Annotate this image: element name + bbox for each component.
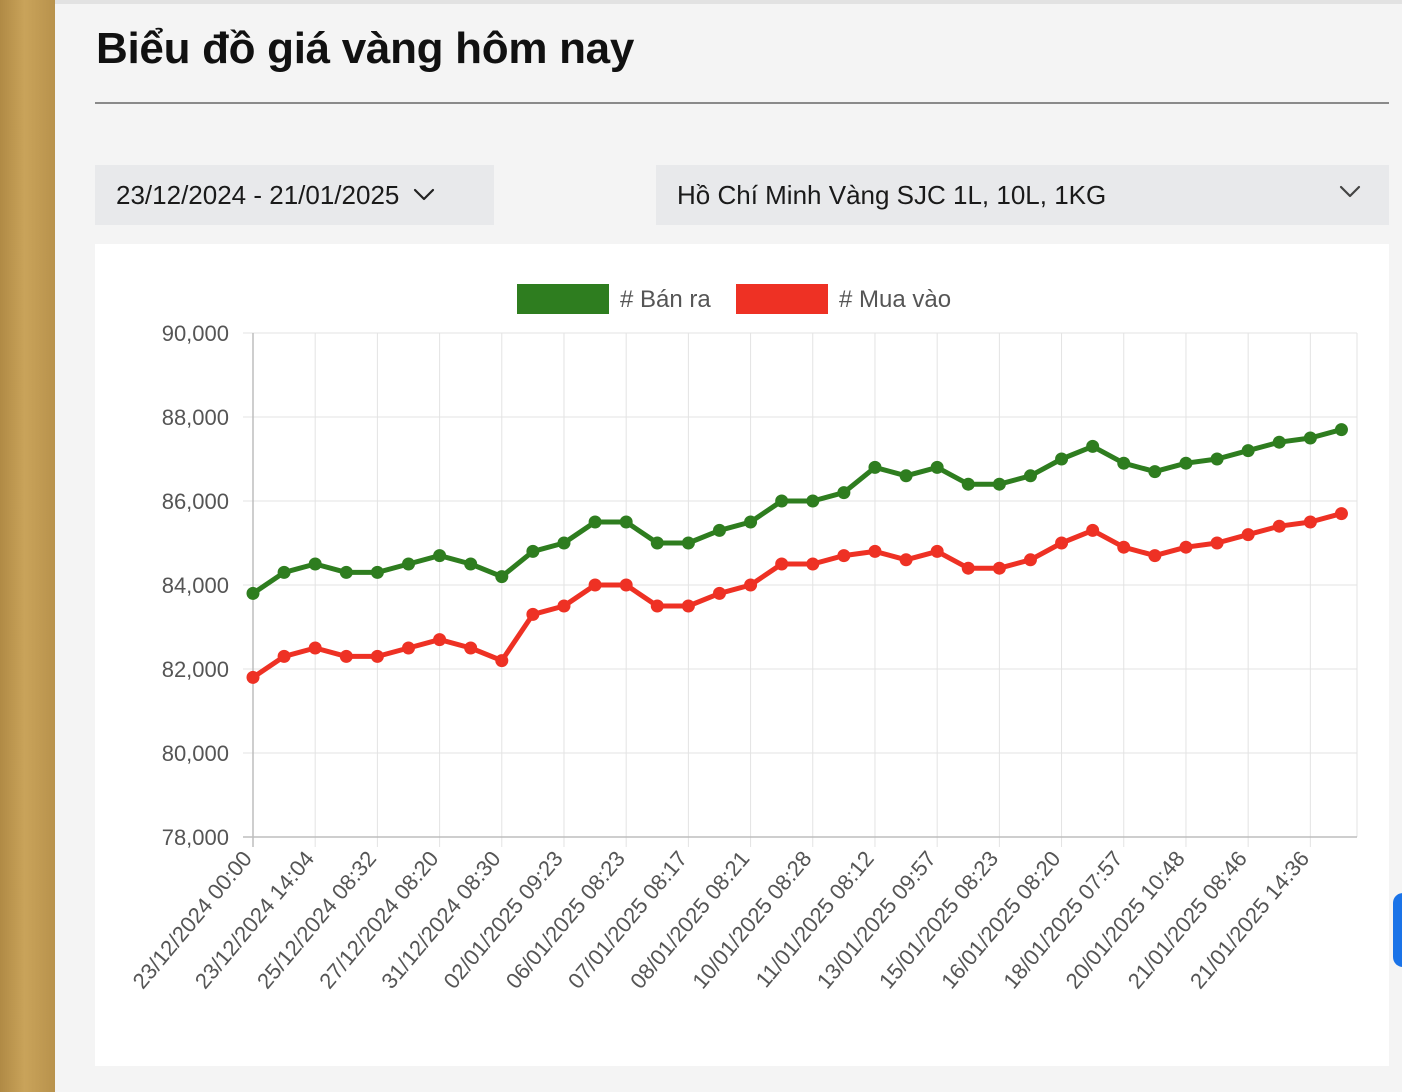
data-point-buy <box>401 641 415 655</box>
data-point-sell <box>1303 431 1317 445</box>
x-tick-label: 21/01/2025 14:36 <box>1185 846 1314 993</box>
data-point-buy <box>650 599 664 613</box>
date-range-dropdown[interactable]: 23/12/2024 - 21/01/2025 <box>95 165 494 225</box>
data-point-buy <box>526 607 540 621</box>
data-point-buy <box>1148 549 1162 563</box>
data-point-buy <box>899 553 913 567</box>
location-product-dropdown[interactable]: Hồ Chí Minh Vàng SJC 1L, 10L, 1KG <box>656 165 1389 225</box>
data-point-buy <box>339 649 353 663</box>
data-point-sell <box>775 494 789 508</box>
data-point-buy <box>1055 536 1069 550</box>
y-tick-label: 80,000 <box>162 741 229 766</box>
data-point-buy <box>370 649 384 663</box>
data-point-sell <box>370 565 384 579</box>
data-point-sell <box>650 536 664 550</box>
data-point-sell <box>401 557 415 571</box>
data-point-sell <box>961 477 975 491</box>
y-tick-label: 84,000 <box>162 573 229 598</box>
data-point-buy <box>712 586 726 600</box>
data-point-buy <box>1086 523 1100 537</box>
data-point-sell <box>1055 452 1069 466</box>
data-point-buy <box>588 578 602 592</box>
data-point-sell <box>339 565 353 579</box>
top-divider <box>55 0 1402 4</box>
data-point-sell <box>837 486 851 500</box>
data-point-buy <box>744 578 758 592</box>
data-point-buy <box>1210 536 1224 550</box>
data-point-buy <box>775 557 789 571</box>
title-divider <box>95 102 1389 104</box>
data-point-sell <box>806 494 820 508</box>
data-point-sell <box>930 460 944 474</box>
legend-swatch-buy <box>736 284 828 314</box>
data-point-sell <box>1179 456 1193 470</box>
data-point-buy <box>681 599 695 613</box>
price-chart-card: 90,000 88,000 86,000 84,000 82,000 80,000 78,0… <box>95 244 1389 1066</box>
data-point-buy <box>308 641 322 655</box>
data-point-sell <box>495 570 509 584</box>
data-point-buy <box>1334 507 1348 521</box>
y-tick-label: 78,000 <box>162 825 229 850</box>
decorative-gold-strip <box>0 0 55 1092</box>
chevron-down-icon <box>1339 185 1361 199</box>
data-point-buy <box>619 578 633 592</box>
y-tick-label: 88,000 <box>162 405 229 430</box>
data-point-buy <box>557 599 571 613</box>
data-point-buy <box>1303 515 1317 529</box>
data-point-sell <box>1023 469 1037 483</box>
location-product-value: Hồ Chí Minh Vàng SJC 1L, 10L, 1KG <box>677 179 1107 210</box>
data-point-sell <box>1117 456 1131 470</box>
legend-label-sell: # Bán ra <box>620 286 711 313</box>
floating-side-button[interactable] <box>1393 893 1402 967</box>
data-point-sell <box>1148 465 1162 479</box>
data-point-buy <box>930 544 944 558</box>
data-point-buy <box>433 633 447 647</box>
data-point-buy <box>992 561 1006 575</box>
data-point-buy <box>464 641 478 655</box>
page-title: Biểu đồ giá vàng hôm nay <box>96 24 634 73</box>
data-point-sell <box>899 469 913 483</box>
data-point-buy <box>837 549 851 563</box>
data-point-sell <box>246 586 260 600</box>
data-point-sell <box>588 515 602 529</box>
data-point-sell <box>681 536 695 550</box>
y-tick-label: 82,000 <box>162 657 229 682</box>
date-range-value: 23/12/2024 - 21/01/2025 <box>116 179 400 210</box>
data-point-buy <box>961 561 975 575</box>
data-point-sell <box>744 515 758 529</box>
y-tick-label: 86,000 <box>162 489 229 514</box>
data-point-sell <box>868 460 882 474</box>
legend-label-buy: # Mua vào <box>839 286 951 313</box>
data-point-sell <box>1241 444 1255 458</box>
y-tick-label: 90,000 <box>162 321 229 346</box>
series-line-sell <box>250 427 1344 596</box>
data-point-sell <box>1334 423 1348 437</box>
data-point-sell <box>1086 439 1100 453</box>
data-point-sell <box>277 565 291 579</box>
data-point-buy <box>495 654 509 668</box>
data-point-sell <box>557 536 571 550</box>
data-point-buy <box>1023 553 1037 567</box>
data-point-sell <box>619 515 633 529</box>
data-point-buy <box>1241 528 1255 542</box>
data-point-sell <box>433 549 447 563</box>
data-point-sell <box>464 557 478 571</box>
data-point-buy <box>1179 540 1193 554</box>
chevron-down-icon <box>413 188 435 202</box>
data-point-sell <box>526 544 540 558</box>
data-point-buy <box>806 557 820 571</box>
data-point-buy <box>246 670 260 684</box>
data-point-buy <box>277 649 291 663</box>
data-point-sell <box>308 557 322 571</box>
data-point-buy <box>1272 519 1286 533</box>
data-point-buy <box>1117 540 1131 554</box>
data-point-buy <box>868 544 882 558</box>
series-line-buy <box>250 511 1344 680</box>
legend-swatch-sell <box>517 284 609 314</box>
data-point-sell <box>1210 452 1224 466</box>
data-point-sell <box>1272 435 1286 449</box>
data-point-sell <box>712 523 726 537</box>
price-line-chart: 90,000 88,000 86,000 84,000 82,000 80,000 78,0… <box>128 284 1358 993</box>
data-point-sell <box>992 477 1006 491</box>
